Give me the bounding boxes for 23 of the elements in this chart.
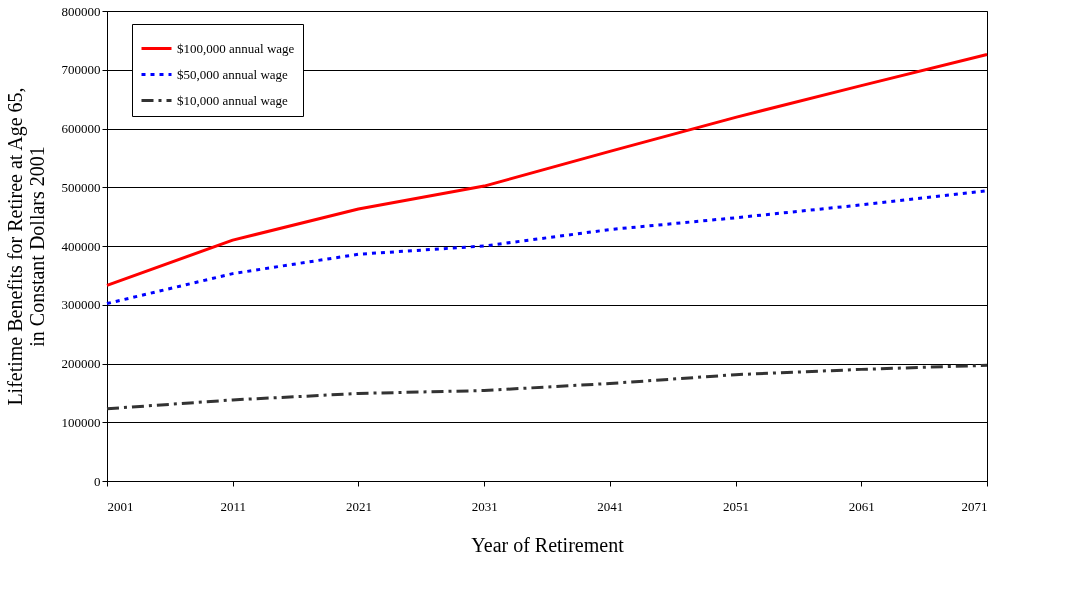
x-tick-label: 2051 — [723, 498, 750, 514]
legend-label: $10,000 annual wage — [177, 92, 289, 108]
x-tick-label: 2011 — [220, 498, 246, 514]
y-tick-label: 300000 — [61, 297, 101, 313]
x-tick-label: 2061 — [848, 498, 875, 514]
legend-label: $50,000 annual wage — [177, 66, 289, 82]
y-tick-label: 500000 — [61, 179, 101, 195]
x-tick-label: 2001 — [107, 498, 134, 514]
y-tick-label: 700000 — [61, 62, 101, 78]
y-axis-title: Lifetime Benefits for Retiree at Age 65, in Constant Dollars 2001 — [3, 87, 48, 406]
x-tick-label: 2071 — [961, 498, 988, 514]
x-tick-label: 2021 — [345, 498, 372, 514]
y-tick-label: 400000 — [61, 238, 101, 254]
line-series — [105, 363, 989, 411]
y-tick-label: 0 — [94, 473, 101, 489]
y-tick-label: 200000 — [61, 356, 101, 371]
y-tick-label: 600000 — [61, 121, 101, 136]
x-tick-label: 2031 — [471, 498, 498, 514]
legend-label: $100,000 annual wage — [177, 40, 295, 56]
x-axis-title: Year of Retirement — [471, 533, 625, 556]
y-tick-label: 800000 — [61, 3, 101, 19]
x-tick-label: 2041 — [597, 498, 624, 514]
y-tick-label: 100000 — [61, 414, 101, 430]
